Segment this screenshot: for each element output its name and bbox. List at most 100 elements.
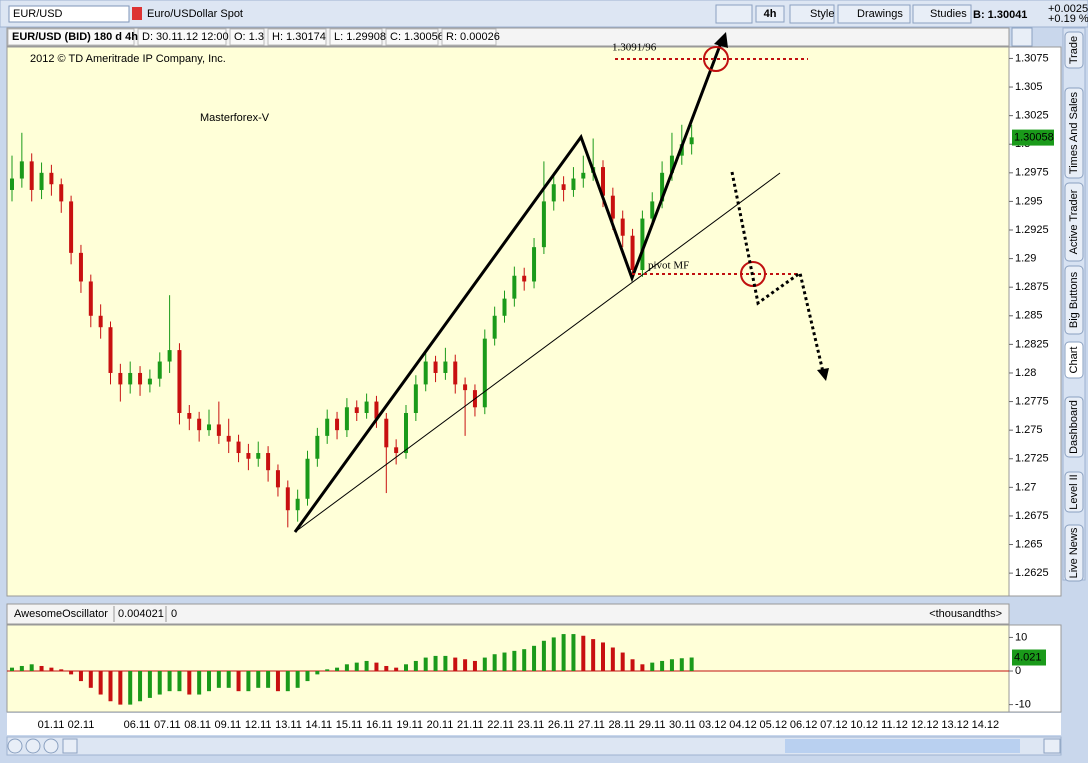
oscillator-bar bbox=[463, 659, 468, 672]
oscillator-bar bbox=[266, 671, 271, 688]
oscillator-bar bbox=[207, 671, 211, 692]
scroll-end-button[interactable] bbox=[1043, 738, 1061, 754]
oscillator-bar bbox=[147, 671, 152, 698]
oscillator-bar bbox=[118, 671, 123, 705]
x-tick-label: 29.11 bbox=[639, 719, 666, 731]
x-tick-label: 03.12 bbox=[699, 719, 727, 731]
side-tab[interactable] bbox=[1064, 265, 1084, 335]
oscillator-bar bbox=[354, 662, 359, 672]
x-tick-label: 14.11 bbox=[305, 719, 332, 731]
candle-body bbox=[207, 424, 211, 431]
candle-body bbox=[305, 458, 310, 499]
tool-icons[interactable] bbox=[715, 4, 753, 24]
oscillator-header bbox=[6, 603, 1010, 625]
candle-body bbox=[669, 155, 674, 173]
oscillator-bar bbox=[502, 652, 507, 672]
arrow-head bbox=[714, 32, 728, 48]
info-cell bbox=[229, 28, 265, 46]
oscillator-bar bbox=[98, 671, 103, 695]
y-tick-label: 10 bbox=[1015, 631, 1027, 643]
aggregation-button[interactable] bbox=[755, 5, 785, 23]
side-tab[interactable] bbox=[1064, 31, 1084, 69]
scroll-thumb[interactable] bbox=[785, 739, 1020, 753]
candle-body bbox=[689, 137, 694, 145]
info-text: H: 1.30174 bbox=[272, 31, 326, 43]
x-tick-label: 07.12 bbox=[820, 719, 848, 731]
button-label: Style bbox=[810, 8, 834, 20]
studies-button[interactable] bbox=[912, 4, 972, 24]
candle-body bbox=[49, 172, 54, 185]
oscillator-bar bbox=[88, 671, 93, 688]
zoom-in-button[interactable] bbox=[25, 738, 41, 754]
button-label: Studies bbox=[930, 8, 967, 20]
symbol: EUR/USD bbox=[13, 8, 63, 20]
x-tick-label: 15.11 bbox=[336, 719, 363, 731]
symbol-icon[interactable] bbox=[132, 7, 142, 20]
candle-body bbox=[177, 350, 182, 413]
oscillator-bar bbox=[384, 665, 389, 672]
drawings-button[interactable] bbox=[837, 4, 911, 24]
aggregation: 4h bbox=[764, 8, 777, 20]
side-tab[interactable] bbox=[1064, 87, 1084, 179]
info-cell bbox=[7, 28, 135, 46]
hand-button[interactable] bbox=[62, 738, 78, 754]
side-tab[interactable] bbox=[1064, 182, 1084, 262]
oscillator-bar bbox=[571, 634, 576, 672]
oscillator-bar bbox=[138, 671, 143, 702]
candle-body bbox=[640, 218, 645, 271]
style-button[interactable] bbox=[789, 4, 835, 24]
side-tab[interactable] bbox=[1064, 524, 1084, 582]
candle-body bbox=[364, 401, 369, 413]
candle-body bbox=[482, 338, 487, 408]
oscillator-bar bbox=[108, 671, 113, 702]
candle-body bbox=[197, 418, 202, 431]
side-tab[interactable] bbox=[1064, 396, 1084, 458]
x-tick-label: 10.12 bbox=[850, 719, 878, 731]
info-cell bbox=[441, 28, 497, 46]
y-tick-label: 1.3075 bbox=[1015, 52, 1049, 64]
pan-button[interactable] bbox=[7, 738, 23, 754]
x-tick-label: 12.12 bbox=[911, 719, 939, 731]
candle-body bbox=[404, 413, 408, 454]
candle-body bbox=[29, 161, 34, 190]
wave-line bbox=[293, 39, 724, 533]
change: +0.00253 bbox=[1048, 3, 1088, 15]
candle-body bbox=[413, 384, 418, 413]
y-tick-label: 1.305 bbox=[1015, 81, 1043, 93]
candle-body bbox=[69, 201, 74, 253]
candle-body bbox=[541, 201, 546, 248]
candle-body bbox=[78, 252, 83, 282]
oscillator-bar bbox=[443, 655, 448, 672]
x-tick-label: 08.11 bbox=[184, 719, 211, 731]
last-value-label: 4.021 bbox=[1014, 651, 1042, 663]
x-tick-label: 26.11 bbox=[548, 719, 575, 731]
chart-settings[interactable] bbox=[1011, 27, 1033, 47]
side-tab[interactable] bbox=[1064, 341, 1084, 379]
x-tick-label: 30.11 bbox=[669, 719, 696, 731]
oscillator-bar bbox=[10, 667, 14, 672]
symbol-box[interactable] bbox=[8, 5, 130, 23]
info-cell bbox=[267, 28, 327, 46]
oscillator-bar bbox=[285, 671, 290, 692]
side-tab[interactable] bbox=[1064, 471, 1084, 513]
candle-body bbox=[453, 361, 458, 385]
info-cell bbox=[329, 28, 383, 46]
x-tick-label: 22.11 bbox=[487, 719, 514, 731]
candle-body bbox=[502, 298, 507, 316]
x-axis bbox=[7, 713, 1061, 735]
oscillator-bar bbox=[305, 671, 310, 682]
side-tab-label: Chart bbox=[1068, 347, 1080, 374]
candle-body bbox=[630, 235, 635, 271]
candle-body bbox=[571, 178, 576, 190]
oscillator-bar bbox=[453, 657, 458, 672]
x-tick-label: 27.11 bbox=[578, 719, 605, 731]
candle-body bbox=[620, 218, 625, 236]
y-tick-label: 1.29 bbox=[1015, 253, 1036, 265]
oscillator-bar bbox=[601, 642, 605, 672]
symbol-description: Euro/USDollar Spot bbox=[147, 8, 243, 20]
zoom-out-button[interactable] bbox=[43, 738, 59, 754]
x-tick-label: 28.11 bbox=[608, 719, 635, 731]
candle-body bbox=[295, 498, 300, 511]
